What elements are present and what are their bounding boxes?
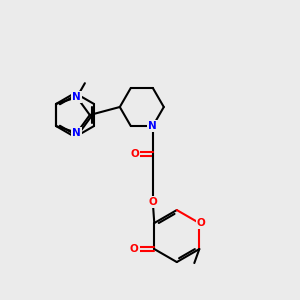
Text: N: N: [148, 121, 157, 131]
Text: O: O: [148, 197, 157, 207]
Text: O: O: [197, 218, 206, 228]
Text: N: N: [73, 92, 81, 102]
Text: O: O: [130, 149, 139, 159]
Text: O: O: [130, 244, 139, 254]
Text: N: N: [73, 128, 81, 138]
